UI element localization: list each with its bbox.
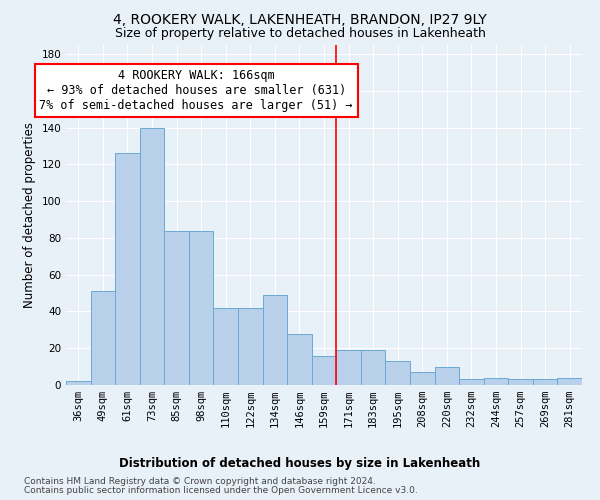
Text: Contains public sector information licensed under the Open Government Licence v3: Contains public sector information licen… bbox=[24, 486, 418, 495]
Bar bbox=[115, 154, 140, 385]
Text: Contains HM Land Registry data © Crown copyright and database right 2024.: Contains HM Land Registry data © Crown c… bbox=[24, 477, 376, 486]
Bar bbox=[263, 295, 287, 385]
Bar bbox=[287, 334, 312, 385]
Bar bbox=[557, 378, 582, 385]
Bar bbox=[336, 350, 361, 385]
Bar bbox=[459, 380, 484, 385]
Bar bbox=[484, 378, 508, 385]
Bar bbox=[238, 308, 263, 385]
Bar bbox=[214, 308, 238, 385]
Bar bbox=[189, 230, 214, 385]
Text: 4 ROOKERY WALK: 166sqm
← 93% of detached houses are smaller (631)
7% of semi-det: 4 ROOKERY WALK: 166sqm ← 93% of detached… bbox=[40, 69, 353, 112]
Bar bbox=[508, 380, 533, 385]
Bar bbox=[410, 372, 434, 385]
Text: Size of property relative to detached houses in Lakenheath: Size of property relative to detached ho… bbox=[115, 28, 485, 40]
Bar bbox=[385, 361, 410, 385]
Text: 4, ROOKERY WALK, LAKENHEATH, BRANDON, IP27 9LY: 4, ROOKERY WALK, LAKENHEATH, BRANDON, IP… bbox=[113, 12, 487, 26]
Bar bbox=[66, 382, 91, 385]
Bar bbox=[434, 366, 459, 385]
Text: Distribution of detached houses by size in Lakenheath: Distribution of detached houses by size … bbox=[119, 458, 481, 470]
Bar bbox=[91, 292, 115, 385]
Bar bbox=[164, 230, 189, 385]
Bar bbox=[361, 350, 385, 385]
Bar bbox=[533, 380, 557, 385]
Bar bbox=[140, 128, 164, 385]
Y-axis label: Number of detached properties: Number of detached properties bbox=[23, 122, 36, 308]
Bar bbox=[312, 356, 336, 385]
